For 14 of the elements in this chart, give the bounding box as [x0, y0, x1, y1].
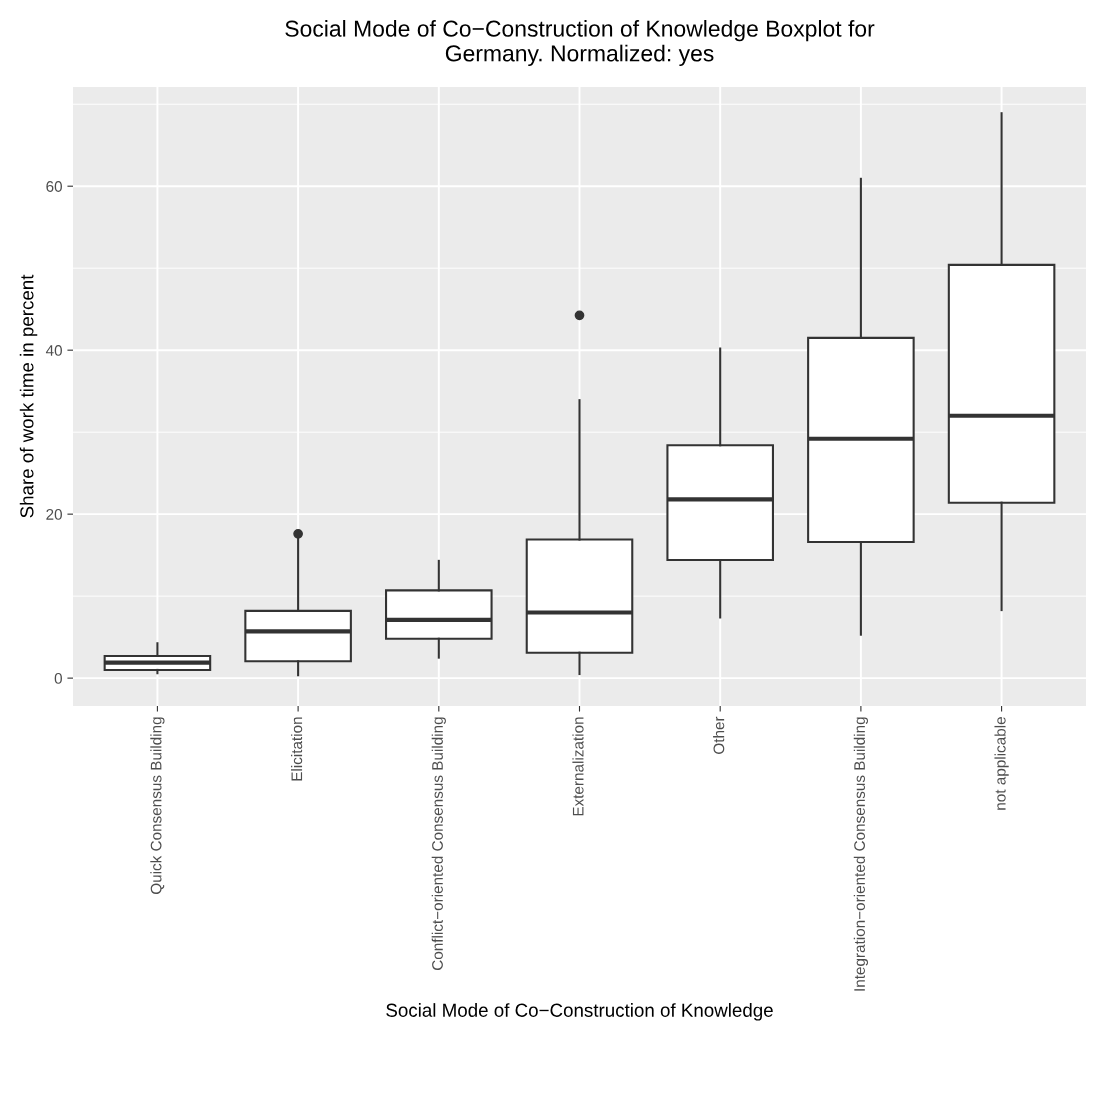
x-tick-label: not applicable [994, 717, 1009, 810]
y-tick-label: 20 [46, 509, 62, 520]
y-tick-label: 60 [46, 181, 62, 192]
x-tick-label: Elicitation [290, 717, 303, 781]
x-tick-label: Quick Consensus Building [150, 717, 165, 895]
y-axis-title: Share of work time in percent [19, 274, 38, 518]
x-tick-label: Integration−oriented Consensus Building [853, 717, 869, 991]
x-axis-title: Social Mode of Co−Construction of Knowledge [386, 1003, 773, 1021]
y-tick-label: 0 [54, 672, 62, 684]
chart-title: Social Mode of Co−Construction of Knowledge Boxplot for Germany. Normalized: yes [285, 19, 875, 67]
x-tick-label: Conflict−oriented Consensus Building [431, 717, 446, 970]
x-tick-label: Other [713, 716, 725, 754]
y-tick-label: 40 [45, 345, 62, 356]
x-tick-label: Externalization [572, 717, 584, 816]
